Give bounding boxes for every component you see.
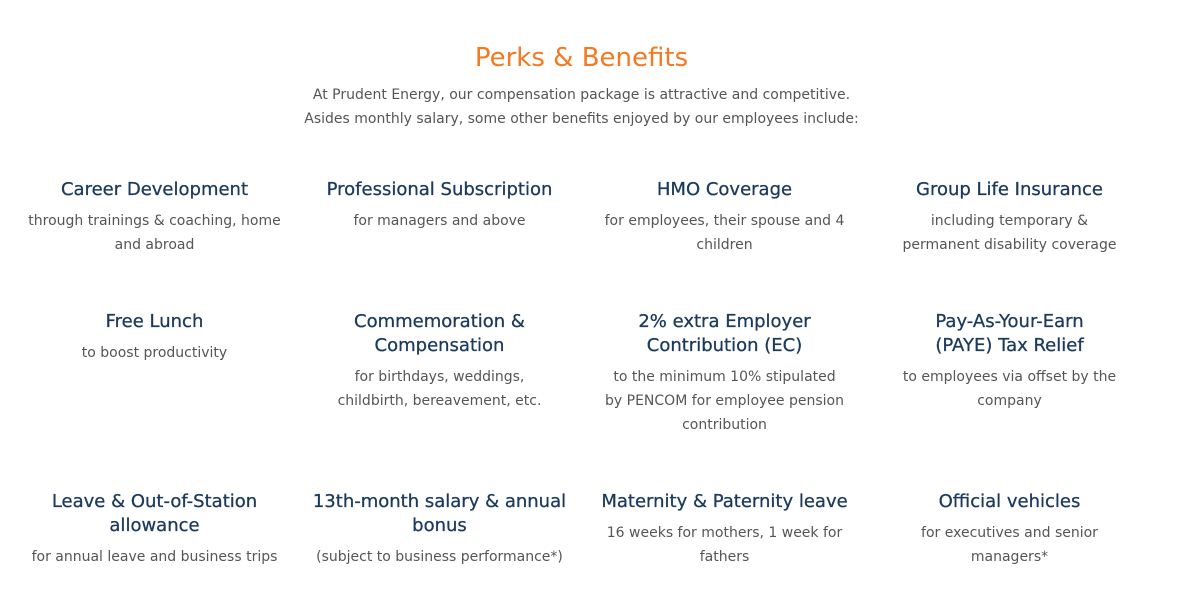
benefit-card-maternity-paternity-leave: Maternity & Paternity leave 16 weeks for… <box>582 490 867 569</box>
benefit-title: Free Lunch <box>105 311 204 332</box>
benefit-description: to boost productivity <box>81 345 228 361</box>
benefits-row: Free Lunch to boost productivity Commemo… <box>12 310 1152 437</box>
benefit-description: 16 weeks for mothers, 1 week for fathers <box>606 525 843 565</box>
benefit-title: Maternity & Paternity leave <box>601 491 848 512</box>
benefit-title: Career Development <box>60 179 249 200</box>
benefits-row: Leave & Out-of-Station allowance for ann… <box>12 490 1152 569</box>
benefit-description: (subject to business performance*) <box>316 549 563 565</box>
benefit-card-13th-month-salary: 13th-month salary & annual bonus (subjec… <box>297 490 582 569</box>
intro-line-2: Asides monthly salary, some other benefi… <box>304 111 859 127</box>
benefit-card-hmo-coverage: HMO Coverage for employees, their spouse… <box>582 178 867 257</box>
benefit-title: Official vehicles <box>938 491 1081 512</box>
benefit-description: for employees, their spouse and 4 childr… <box>604 213 845 253</box>
benefit-title: HMO Coverage <box>656 179 793 200</box>
benefit-title: Professional Subscription <box>326 179 553 200</box>
benefit-card-group-life-insurance: Group Life Insurance including temporary… <box>867 178 1152 257</box>
benefit-description: for birthdays, weddings, childbirth, ber… <box>337 369 542 409</box>
benefit-card-career-development: Career Development through trainings & c… <box>12 178 297 257</box>
section-title: Perks & Benefits <box>474 43 689 73</box>
benefit-description: to employees via offset by the company <box>902 369 1117 409</box>
benefit-title: Pay-As-Your-Earn (PAYE) Tax Relief <box>935 311 1084 356</box>
benefit-title: Commemoration & Compensation <box>354 311 525 356</box>
benefit-description: through trainings & coaching, home and a… <box>28 213 281 253</box>
benefit-card-professional-subscription: Professional Subscription for managers a… <box>297 178 582 257</box>
benefit-card-employer-contribution: 2% extra Employer Contribution (EC) to t… <box>582 310 867 437</box>
benefit-card-commemoration-compensation: Commemoration & Compensation for birthda… <box>297 310 582 437</box>
benefit-title: 13th-month salary & annual bonus <box>312 491 567 536</box>
benefit-title: Leave & Out-of-Station allowance <box>51 491 258 536</box>
benefit-card-leave-allowance: Leave & Out-of-Station allowance for ann… <box>12 490 297 569</box>
benefit-title: Group Life Insurance <box>916 179 1103 200</box>
intro-line-1: At Prudent Energy, our compensation pack… <box>312 87 851 103</box>
benefit-description: for executives and senior managers* <box>921 525 1098 565</box>
benefit-description: for annual leave and business trips <box>31 549 278 565</box>
intro-text: At Prudent Energy, our compensation pack… <box>0 83 1163 131</box>
benefit-description: including temporary & permanent disabili… <box>902 213 1117 253</box>
benefit-description: for managers and above <box>353 213 526 229</box>
benefit-card-free-lunch: Free Lunch to boost productivity <box>12 310 297 437</box>
benefit-title: 2% extra Employer Contribution (EC) <box>638 311 811 356</box>
benefit-card-paye-tax-relief: Pay-As-Your-Earn (PAYE) Tax Relief to em… <box>867 310 1152 437</box>
benefits-row: Career Development through trainings & c… <box>12 178 1152 257</box>
benefit-card-official-vehicles: Official vehicles for executives and sen… <box>867 490 1152 569</box>
benefit-description: to the minimum 10% stipulated by PENCOM … <box>605 369 844 433</box>
